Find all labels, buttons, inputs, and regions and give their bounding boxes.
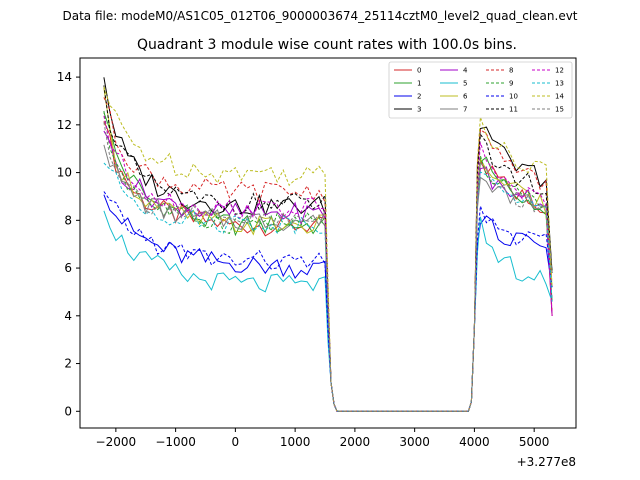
x-tick-label: −1000 [155,435,196,449]
y-tick-label: 8 [64,213,72,227]
legend-label: 11 [509,106,518,114]
y-tick-label: 10 [57,166,72,180]
legend-label: 15 [555,106,564,114]
legend-label: 5 [463,80,467,88]
legend-label: 7 [463,106,467,114]
x-tick-label: 3000 [399,435,430,449]
y-tick-label: 6 [64,261,72,275]
x-offset-label: +3.277e8 [517,455,576,469]
legend-label: 4 [463,67,468,75]
legend-label: 3 [417,106,421,114]
legend-label: 1 [417,80,421,88]
chart-title: Quadrant 3 module wise count rates with … [137,37,517,53]
x-tick-label: 2000 [340,435,371,449]
y-tick-label: 12 [57,118,72,132]
x-tick-label: 5000 [519,435,550,449]
legend-label: 6 [463,93,468,101]
legend-label: 13 [555,80,564,88]
x-tick-label: 1000 [280,435,311,449]
chart-figure: Data file: modeM0/AS1C05_012T06_90000036… [0,0,640,480]
y-tick-label: 0 [64,404,72,418]
y-tick-label: 14 [57,70,72,84]
y-tick-label: 2 [64,357,72,371]
legend-label: 14 [555,93,564,101]
y-tick-label: 4 [64,309,72,323]
legend-label: 12 [555,67,564,75]
x-tick-label: 4000 [459,435,490,449]
x-tick-label: −2000 [96,435,137,449]
legend-label: 8 [509,67,513,75]
x-tick-label: 0 [232,435,240,449]
chart-suptitle: Data file: modeM0/AS1C05_012T06_90000036… [62,9,577,23]
legend-label: 0 [417,67,421,75]
legend-label: 2 [417,93,421,101]
legend-label: 9 [509,80,513,88]
legend-label: 10 [509,93,518,101]
